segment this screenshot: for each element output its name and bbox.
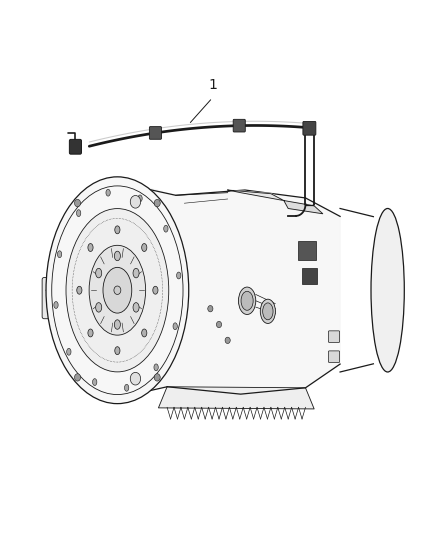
Polygon shape [159, 387, 314, 409]
FancyBboxPatch shape [303, 122, 316, 135]
Polygon shape [228, 190, 284, 200]
Ellipse shape [133, 303, 139, 312]
Circle shape [130, 373, 141, 385]
Ellipse shape [114, 320, 120, 329]
Ellipse shape [241, 292, 253, 310]
Ellipse shape [371, 208, 404, 372]
Ellipse shape [88, 244, 93, 252]
Circle shape [130, 196, 141, 208]
Circle shape [216, 321, 222, 328]
Polygon shape [117, 180, 340, 394]
Ellipse shape [95, 303, 102, 312]
Circle shape [154, 199, 160, 207]
Circle shape [74, 374, 81, 381]
Ellipse shape [153, 286, 158, 294]
Ellipse shape [138, 195, 142, 202]
FancyBboxPatch shape [328, 351, 339, 362]
Ellipse shape [95, 268, 102, 278]
Ellipse shape [141, 244, 147, 252]
FancyBboxPatch shape [233, 119, 245, 132]
FancyBboxPatch shape [298, 241, 316, 260]
Ellipse shape [88, 329, 93, 337]
Ellipse shape [103, 268, 132, 313]
FancyBboxPatch shape [303, 268, 317, 285]
Ellipse shape [46, 177, 189, 403]
FancyBboxPatch shape [42, 278, 57, 319]
Ellipse shape [114, 251, 120, 261]
Ellipse shape [57, 251, 62, 257]
Circle shape [74, 199, 81, 207]
Ellipse shape [66, 208, 169, 372]
Circle shape [154, 374, 160, 381]
Circle shape [225, 337, 230, 343]
Ellipse shape [263, 303, 273, 320]
FancyBboxPatch shape [328, 331, 339, 342]
Ellipse shape [106, 189, 110, 196]
Ellipse shape [77, 286, 82, 294]
Ellipse shape [89, 245, 145, 335]
Ellipse shape [115, 346, 120, 354]
Ellipse shape [67, 349, 71, 355]
Ellipse shape [260, 299, 276, 324]
Ellipse shape [164, 225, 168, 232]
Ellipse shape [124, 384, 129, 391]
Ellipse shape [54, 302, 58, 309]
Ellipse shape [238, 287, 256, 314]
Ellipse shape [173, 323, 177, 330]
Polygon shape [284, 200, 323, 214]
Ellipse shape [141, 329, 147, 337]
Ellipse shape [133, 268, 139, 278]
FancyBboxPatch shape [149, 127, 162, 139]
Circle shape [114, 286, 121, 294]
FancyBboxPatch shape [69, 140, 81, 154]
Ellipse shape [177, 272, 181, 279]
Text: 1: 1 [208, 77, 217, 92]
Ellipse shape [115, 226, 120, 234]
Circle shape [208, 305, 213, 312]
Ellipse shape [92, 378, 97, 385]
Ellipse shape [77, 209, 81, 216]
Ellipse shape [154, 364, 158, 371]
